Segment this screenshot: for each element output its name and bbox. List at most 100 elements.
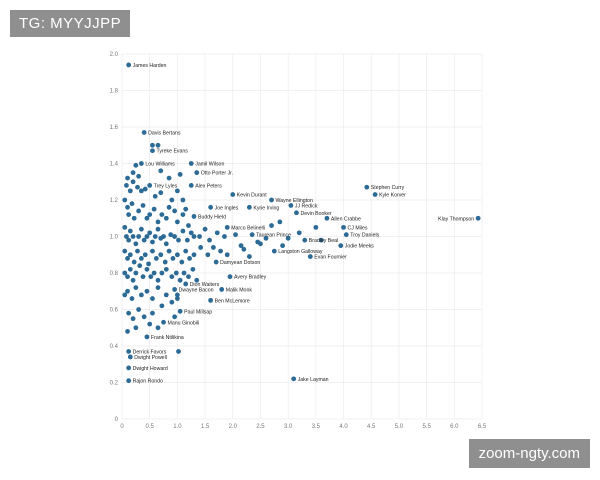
x-tick-label: 1.0 [173,424,182,430]
data-point [127,252,133,258]
data-point [302,237,308,243]
x-tick-label: 5.5 [422,424,431,430]
point-label: Rajon Rondo [133,379,163,385]
data-point [174,252,180,258]
data-point [127,228,133,234]
data-point [163,215,169,221]
data-point [174,188,180,194]
data-point [166,175,172,181]
point-label: JJ Redick [295,203,318,209]
data-point [341,224,346,230]
point-label: Trey Lyles [154,183,178,189]
data-point [155,325,161,331]
data-point [138,188,144,194]
data-point [136,208,142,214]
data-point [263,235,269,241]
data-point [122,224,128,230]
y-tick-label: 2.0 [110,52,119,58]
data-point [136,307,142,312]
data-point [202,226,208,232]
x-tick-label: 4.0 [339,424,348,430]
data-point [163,241,169,247]
data-point [180,197,186,203]
data-point [141,130,147,135]
x-tick-label: 4.5 [367,424,376,430]
data-point [233,232,238,238]
data-point [151,206,157,212]
data-point [210,245,216,250]
x-tick-label: 5.0 [395,424,404,430]
data-point [238,243,244,249]
data-point [126,349,132,354]
data-point [174,292,180,298]
data-point [186,223,191,228]
data-point [271,248,277,254]
data-points [122,62,481,384]
data-point [133,325,139,331]
data-point [227,274,233,280]
data-point [191,214,197,219]
point-label: Derrick Favors [133,349,167,355]
point-label: Langston Galloway [278,249,323,255]
data-point [188,183,194,188]
data-point [158,252,164,258]
data-point [130,170,136,176]
data-point [147,230,153,236]
point-label: Jake Layman [298,377,329,383]
data-point [191,234,197,239]
y-tick-label: 0.8 [110,271,119,277]
data-point [150,296,155,301]
data-point [343,232,349,238]
y-tick-label: 1.4 [110,162,119,168]
data-point [296,230,302,236]
data-point [126,212,132,218]
data-point [180,228,186,234]
point-label: CJ Miles [348,225,368,231]
data-point [125,256,130,261]
data-point [138,256,144,261]
point-label: Dwayne Bacon [179,287,214,293]
point-label: Joe Ingles [215,205,239,211]
data-point [246,254,252,259]
data-point [125,329,130,334]
point-label: Kyrie Irving [253,205,279,211]
data-point [324,215,330,221]
data-point [190,266,196,272]
data-point [194,170,200,176]
data-point [288,203,294,208]
data-point [176,349,181,354]
data-point [207,237,212,243]
data-point [155,219,161,225]
data-point [130,179,136,185]
data-point [147,183,153,188]
point-label: Otto Porter Jr. [201,171,233,177]
data-point [150,248,155,254]
watermark: zoom-ngty.com [468,439,590,468]
data-point [205,252,211,258]
x-tick-label: 0.5 [146,424,155,430]
point-label: Tyreke Evans [156,149,188,155]
data-point [158,190,164,196]
point-label: Avery Bradley [234,275,267,281]
data-point [141,314,147,320]
y-tick-label: 0.6 [110,308,119,314]
header-tag: TG: MYYJJPP [10,10,131,37]
data-point [188,230,194,236]
point-label: Kevin Durant [237,193,268,199]
data-point [155,226,161,232]
data-point [158,168,164,174]
data-point [125,288,130,294]
data-point [230,192,236,197]
point-label: Alex Peters [195,183,222,189]
data-point [249,232,255,238]
data-point [168,232,174,238]
data-point [131,259,137,265]
data-point [169,274,175,280]
data-point [169,299,175,305]
data-point [183,206,189,212]
y-tick-label: 1.8 [110,89,119,95]
data-point [126,378,132,384]
data-point [364,184,370,190]
data-point [144,334,150,340]
